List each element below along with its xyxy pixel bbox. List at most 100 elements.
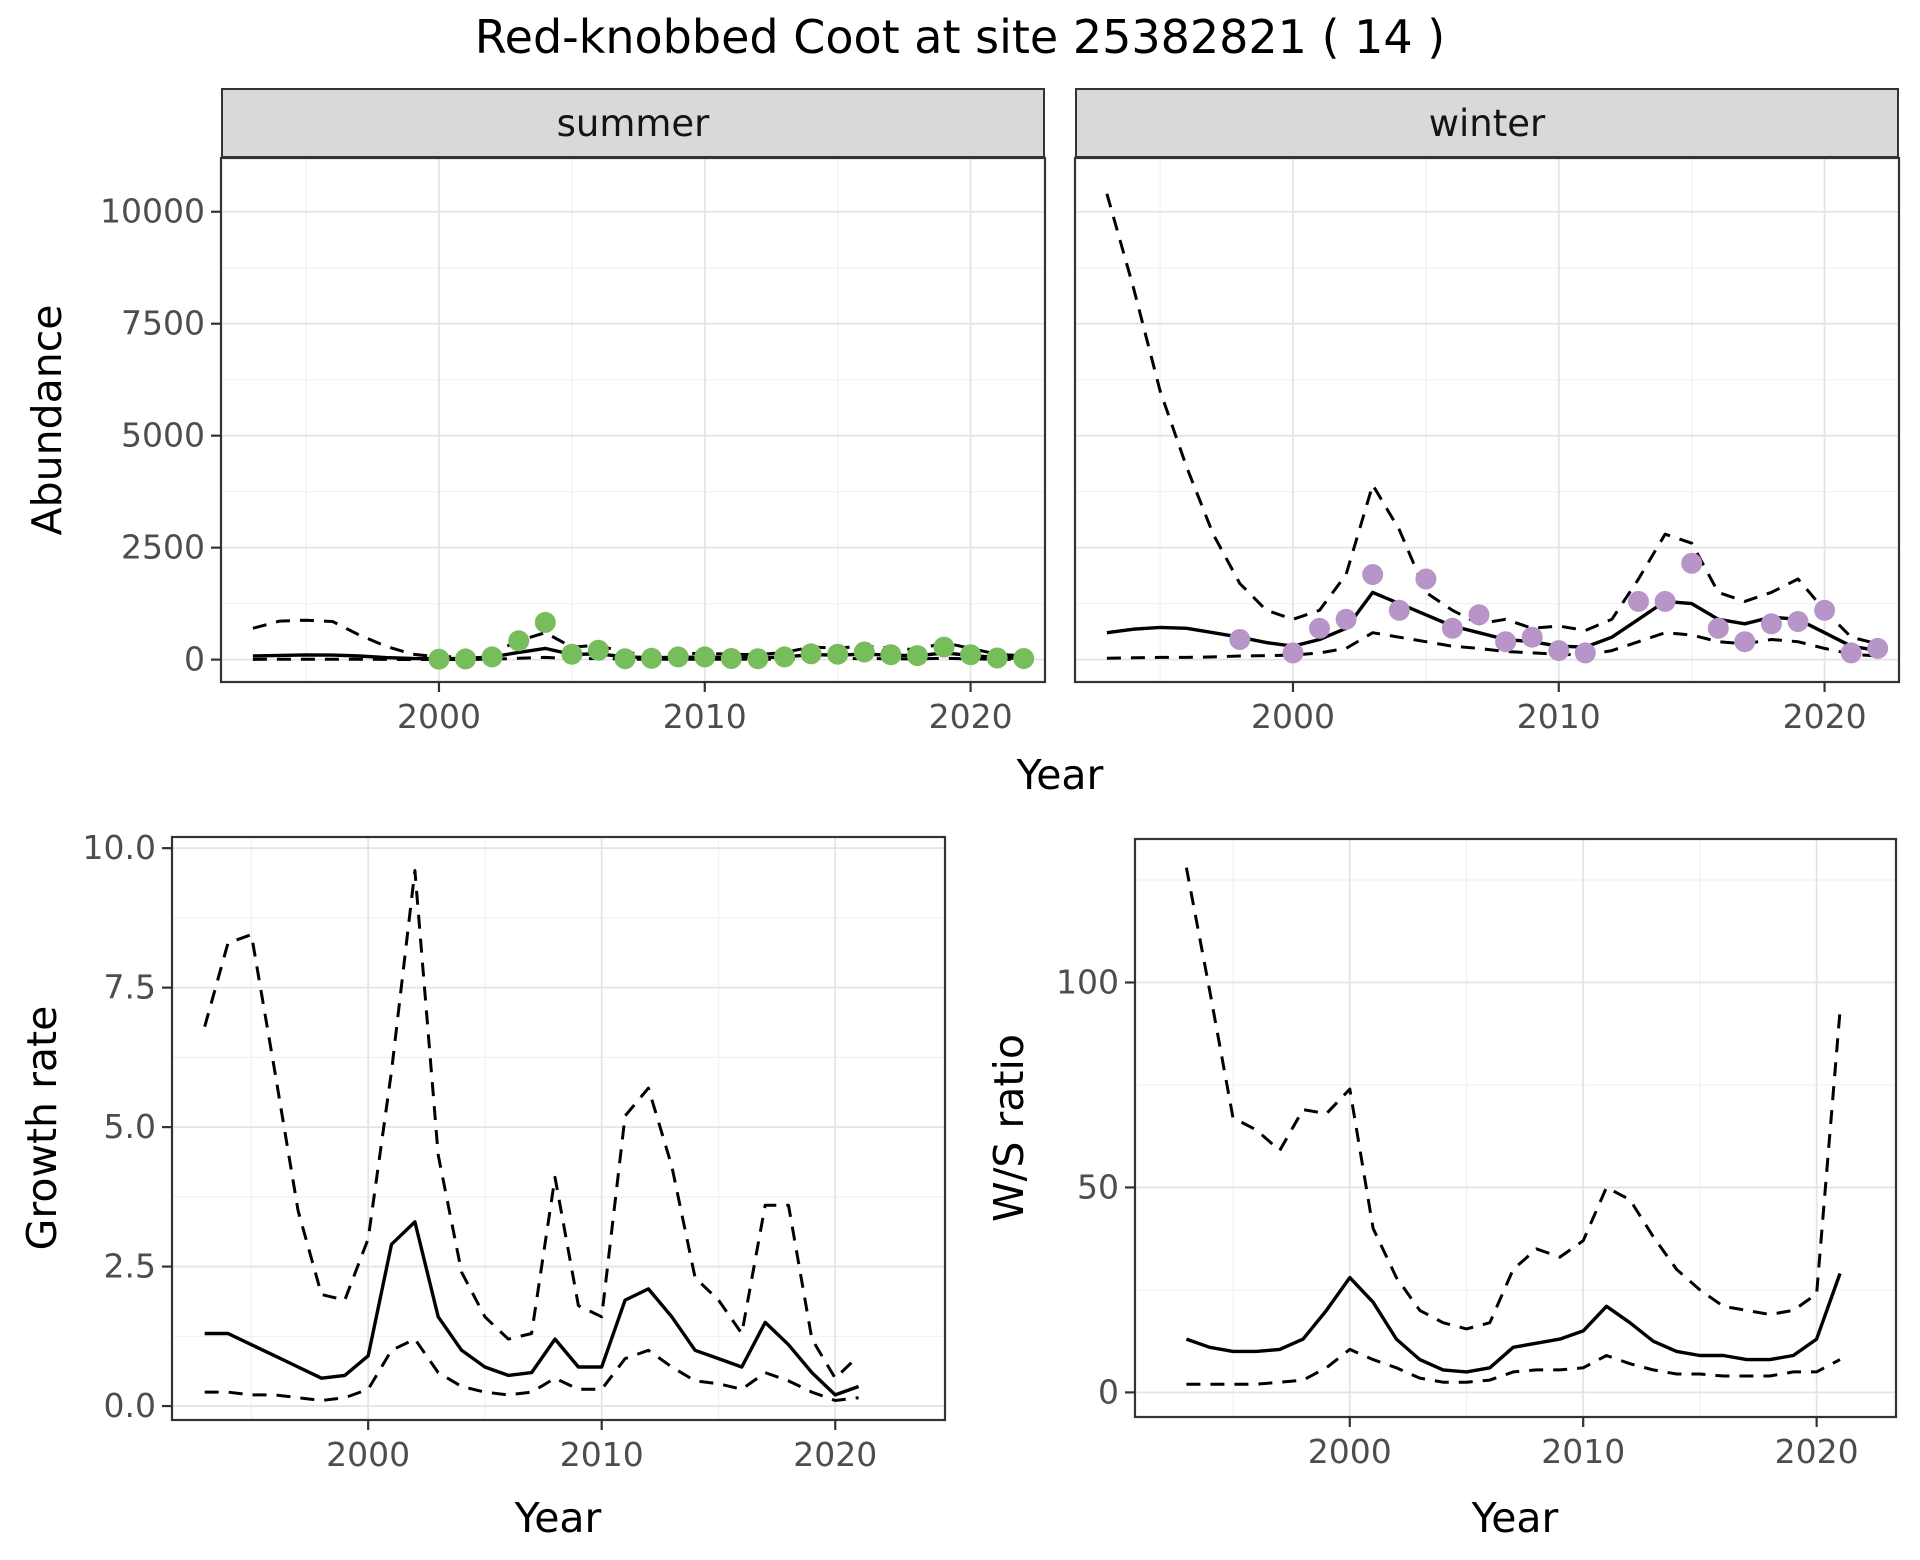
y-tick-label: 5000	[121, 416, 205, 455]
data-point-observed-counts	[1362, 564, 1384, 585]
y-tick-label: 5.0	[104, 1107, 156, 1146]
data-point-observed-counts	[667, 646, 689, 668]
panel-abundance-winter: 2000 2010 2020	[1073, 156, 1901, 736]
data-point-observed-counts	[1013, 648, 1035, 669]
data-point-observed-counts	[1707, 617, 1729, 639]
series-lower-ci-ws-ratio	[1186, 1347, 1841, 1386]
x-axis-label-year-ws: Year	[1471, 1494, 1559, 1542]
data-point-observed-counts	[747, 648, 769, 670]
data-point-observed-counts	[720, 648, 742, 669]
panel-border	[1073, 156, 1901, 684]
x-tick-label: 2010	[663, 697, 747, 736]
panel-series-group-ws-ratio	[1184, 867, 1842, 1386]
x-tick-label: 2020	[1775, 1432, 1859, 1471]
y-tick-label: 10000	[100, 192, 205, 231]
facet-strip-summer-label: summer	[556, 101, 710, 145]
panel-border	[219, 156, 1047, 684]
panel-growth-rate: 2000 2010 2020 0.0 2.5 5.0 7.5 10.0	[83, 828, 947, 1474]
y-tick-label: 7500	[121, 304, 205, 343]
panel-series-group-growth-rate	[203, 869, 860, 1402]
data-point-observed-counts	[1574, 642, 1596, 664]
data-point-observed-counts	[1388, 599, 1410, 621]
data-point-observed-counts	[481, 646, 503, 668]
data-point-observed-counts	[827, 643, 849, 665]
data-point-observed-counts	[1229, 629, 1251, 650]
x-tick-label: 2020	[1783, 697, 1867, 736]
panel-background	[221, 158, 1045, 682]
facet-strip-winter: winter	[1075, 88, 1899, 158]
data-point-observed-counts	[774, 646, 795, 668]
x-tick-label: 2010	[1541, 1432, 1625, 1471]
data-point-observed-counts	[933, 636, 955, 658]
data-point-observed-counts	[1840, 642, 1862, 664]
series-upper-ci-ws-ratio	[1184, 867, 1842, 1331]
data-point-observed-counts	[1468, 604, 1490, 626]
panel-background	[1135, 839, 1896, 1417]
data-point-observed-counts	[428, 648, 450, 670]
facet-strip-summer: summer	[221, 88, 1045, 158]
data-point-observed-counts	[1734, 631, 1756, 653]
data-point-observed-counts	[906, 645, 928, 667]
x-axis-label-year-top: Year	[1016, 751, 1104, 799]
data-point-observed-counts	[1760, 613, 1782, 635]
data-point-observed-counts	[1814, 599, 1836, 621]
data-point-observed-counts	[1787, 611, 1809, 632]
data-point-observed-counts	[694, 646, 716, 668]
data-point-observed-counts	[1335, 608, 1357, 630]
data-point-observed-counts	[1628, 590, 1649, 612]
panel-ws-ratio: 2000 2010 2020 0 50 100	[1056, 837, 1898, 1471]
series-upper-ci-growth-rate	[203, 869, 860, 1380]
x-tick-label: 2000	[397, 697, 481, 736]
y-axis-label-growth-rate: Growth rate	[18, 1005, 66, 1251]
data-point-observed-counts	[960, 644, 982, 666]
x-tick-label: 2020	[929, 697, 1013, 736]
data-point-observed-counts	[587, 639, 609, 661]
x-tick-label: 2000	[326, 1435, 410, 1474]
facet-strip-winter-label: winter	[1428, 101, 1546, 145]
panel-background	[1075, 158, 1899, 682]
panel-border	[1133, 837, 1898, 1419]
series-estimate-ws-ratio	[1185, 1272, 1842, 1374]
data-point-observed-counts	[800, 643, 822, 665]
data-point-observed-counts	[455, 648, 476, 670]
y-tick-label: 2500	[121, 528, 205, 567]
x-tick-label: 2010	[1517, 697, 1601, 736]
data-point-observed-counts	[1681, 552, 1703, 574]
y-axis-label-ws-ratio: W/S ratio	[985, 1034, 1033, 1222]
y-tick-label: 0	[184, 640, 205, 679]
series-upper-ci-abundance-winter	[1105, 193, 1879, 646]
data-point-observed-counts	[880, 644, 902, 666]
data-point-observed-counts	[1654, 590, 1676, 612]
panel-series-group-abundance-summer	[252, 611, 1035, 670]
panel-abundance-summer: 2000 2010 2020 0 2500 5000 7500 10000	[100, 156, 1047, 736]
x-tick-label: 2000	[1308, 1432, 1392, 1471]
y-tick-label: 7.5	[104, 968, 156, 1007]
panel-border	[170, 835, 947, 1422]
data-point-observed-counts	[641, 647, 663, 669]
y-tick-label: 2.5	[104, 1247, 156, 1286]
x-tick-label: 2020	[793, 1435, 877, 1474]
y-tick-label: 10.0	[83, 828, 156, 867]
data-point-observed-counts	[1521, 626, 1543, 648]
series-lower-ci-growth-rate	[204, 1337, 859, 1402]
x-tick-label: 2000	[1251, 697, 1335, 736]
panel-series-group-abundance-winter	[1105, 193, 1889, 664]
y-tick-label: 0.0	[104, 1386, 156, 1425]
y-tick-label: 100	[1056, 962, 1119, 1001]
series-lower-ci-abundance-summer	[252, 655, 1024, 661]
data-point-observed-counts	[614, 648, 636, 670]
data-point-observed-counts	[1867, 637, 1889, 659]
data-point-observed-counts	[853, 641, 875, 663]
x-axis-label-year-growth: Year	[514, 1494, 602, 1542]
y-tick-label: 50	[1077, 1167, 1119, 1206]
data-point-observed-counts	[1309, 617, 1330, 639]
series-estimate-growth-rate	[204, 1220, 860, 1397]
data-point-observed-counts	[1282, 642, 1304, 664]
panel-background	[172, 837, 945, 1420]
y-axis-label-abundance: Abundance	[23, 304, 71, 536]
x-tick-label: 2010	[560, 1435, 644, 1474]
data-point-observed-counts	[534, 611, 556, 633]
data-point-observed-counts	[508, 630, 530, 652]
